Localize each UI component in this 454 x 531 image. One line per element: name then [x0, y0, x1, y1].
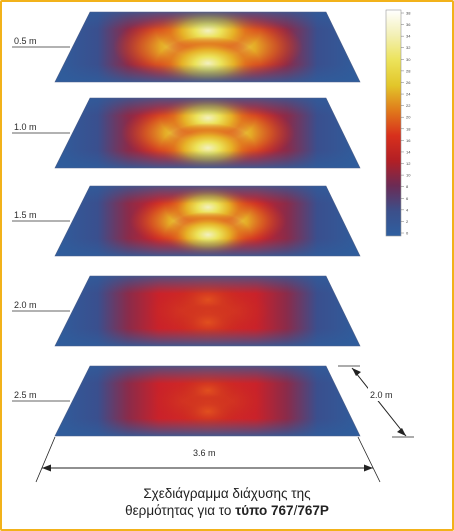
caption-line-2-prefix: θερμότητας για το [125, 503, 236, 518]
scale-tick-label: 16 [406, 138, 411, 143]
layer-height-label: 0.5 m [14, 36, 37, 46]
scale-tick-label: 18 [406, 126, 411, 131]
width-arrow-head-left [42, 464, 51, 472]
layer-edge-fade [55, 186, 360, 256]
scale-tick-label: 20 [406, 115, 411, 120]
layer-height-label: 2.0 m [14, 300, 37, 310]
scale-tick-label: 6 [406, 196, 409, 201]
scale-tick-label: 38 [406, 11, 411, 16]
scale-tick-label: 0 [406, 231, 409, 236]
layer-height-label: 1.5 m [14, 210, 37, 220]
scale-tick-label: 2 [406, 219, 409, 224]
depth-arrow-head-top [352, 368, 361, 376]
caption-model-767p: 767P [297, 503, 329, 518]
scale-tick-label: 12 [406, 161, 411, 166]
scale-tick-label: 10 [406, 173, 411, 178]
layer-edge-fade [55, 276, 360, 346]
layer-outline [54, 97, 361, 169]
width-dimension: 3.6 m [35, 436, 381, 483]
scale-tick-label: 14 [406, 149, 411, 154]
width-label: 3.6 m [193, 448, 216, 458]
scale-tick-label: 4 [406, 207, 409, 212]
caption-model-767: τύπο 767 [235, 503, 294, 518]
layer-edge-fade [55, 98, 360, 168]
layer-outline [54, 11, 361, 83]
layer-edge-fade [55, 366, 360, 436]
depth-label-bg [368, 387, 401, 401]
depth-arrow-head-bottom [397, 428, 406, 436]
caption-separator: / [293, 503, 298, 518]
scale-tick-label: 30 [406, 57, 411, 62]
scale-tick-label: 26 [406, 80, 411, 85]
scale-tick-label: 34 [406, 34, 411, 39]
heat-layers: 0.5 m 1.0 m 1.5 m 2.0 m 2.5 m [12, 11, 361, 437]
caption-line-1: Σχεδιάγραμμα διάχυσης της [143, 486, 311, 501]
heat-layer: 1.0 m [12, 97, 361, 169]
scale-tick-label: 28 [406, 68, 411, 73]
layer-height-label: 1.0 m [14, 122, 37, 132]
width-ext-line-right [357, 436, 381, 483]
scale-tick-label: 32 [406, 45, 411, 50]
scale-tick-label: 24 [406, 92, 411, 97]
scale-tick-label: 8 [406, 184, 409, 189]
heat-layer: 2.0 m [12, 275, 361, 347]
scale-color-bar [385, 9, 402, 237]
width-ext-line-left [35, 436, 56, 483]
diagram-caption: Σχεδιάγραμμα διάχυσης της θερμότητας για… [0, 485, 454, 519]
layer-outline [54, 275, 361, 347]
scale-tick-label: 36 [406, 22, 411, 27]
layer-height-label: 2.5 m [14, 390, 37, 400]
heat-layer: 0.5 m [12, 11, 361, 83]
layer-outline [54, 365, 361, 437]
heat-layer: 1.5 m [12, 185, 361, 257]
depth-label: 2.0 m [370, 390, 393, 400]
depth-arrow-line [351, 367, 407, 437]
width-arrow-head-right [364, 464, 373, 472]
heat-layer: 2.5 m [12, 365, 361, 437]
caption-line-2: θερμότητας για το τύπο 767/767P [0, 502, 454, 519]
scale-tick-label: 22 [406, 103, 411, 108]
depth-dimension: 2.0 m [338, 365, 414, 438]
layer-outline [54, 185, 361, 257]
layer-edge-fade [55, 12, 360, 82]
